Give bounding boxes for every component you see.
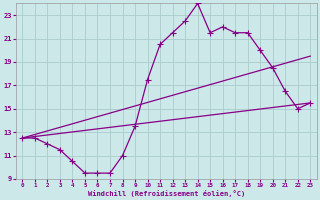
X-axis label: Windchill (Refroidissement éolien,°C): Windchill (Refroidissement éolien,°C)	[88, 190, 245, 197]
